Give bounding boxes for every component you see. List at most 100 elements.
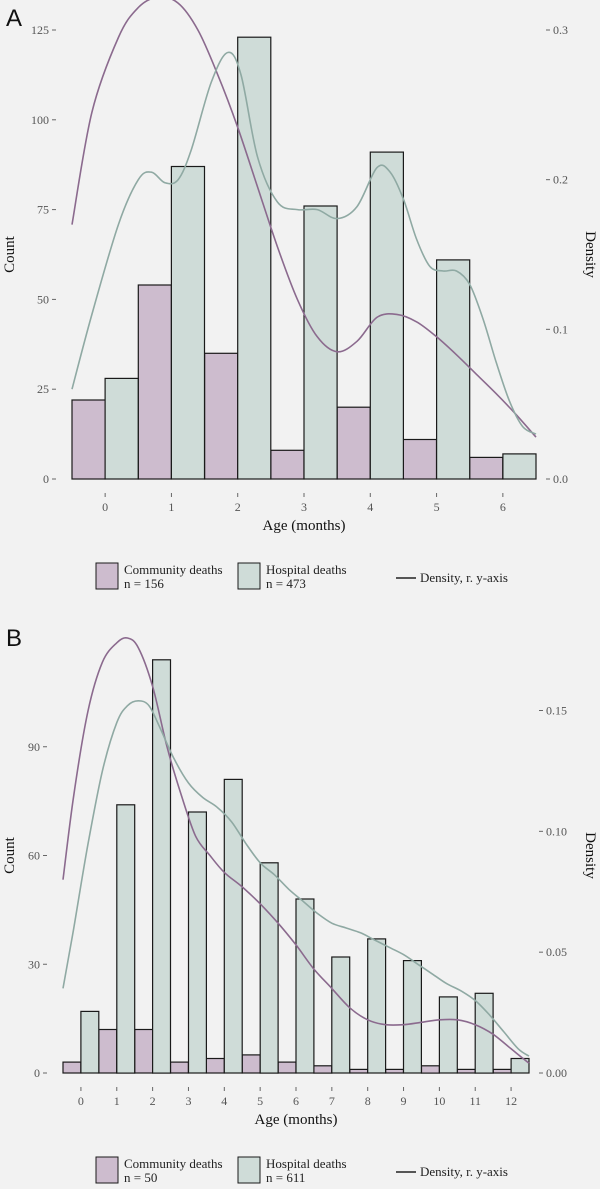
x-axis: 0 1 2 3 4 5 6 (102, 493, 506, 514)
left-tick-label: 60 (28, 849, 40, 863)
left-tick-label: 90 (28, 740, 40, 754)
community-bar-8 (349, 1068, 369, 1074)
right-tick-label: 0.05 (546, 945, 567, 959)
community-bar-5 (241, 1054, 261, 1074)
right-tick-label: 0.00 (546, 1066, 567, 1080)
x-tick-label: 1 (168, 500, 174, 514)
left-tick-label: 50 (37, 292, 49, 306)
x-tick-label: 12 (505, 1094, 517, 1108)
x-tick-label: 8 (365, 1094, 371, 1108)
chart-a-svg: A 0 25 50 75 100 125 0.0 0.1 0.2 0.3 0 1 2 3 4 5 6 Age (m… (2, 0, 598, 591)
x-tick-label: 7 (329, 1094, 335, 1108)
x-tick-label: 11 (469, 1094, 481, 1108)
legend-swatch-community (95, 562, 119, 590)
x-tick-label: 0 (78, 1094, 84, 1108)
right-tick-label: 0.15 (546, 704, 567, 718)
community-bar-1 (98, 1028, 118, 1074)
x-tick-label: 5 (257, 1094, 263, 1108)
left-tick-label: 0 (34, 1066, 40, 1080)
community-bar-6 (277, 1061, 297, 1074)
y-axis-title: Count (2, 235, 18, 273)
hospital-bar-4 (223, 778, 243, 1074)
x-axis-title: Age (months) (255, 1112, 338, 1128)
hospital-bar-6 (502, 453, 537, 480)
community-bar-9 (385, 1068, 405, 1074)
hospital-bar-7 (331, 956, 351, 1074)
hospital-bar-9 (402, 960, 422, 1074)
community-bar-0 (71, 399, 106, 480)
x-axis: 0 1 2 3 4 5 6 7 8 9 10 11 12 (78, 1087, 517, 1108)
left-tick-label: 75 (37, 203, 49, 217)
hospital-bar-10 (438, 996, 458, 1074)
panel-letter-b: B (6, 625, 22, 652)
legend-label-community: Community deaths (124, 1156, 223, 1171)
bars-group (71, 36, 537, 480)
legend-label-hospital: Hospital deaths (266, 1156, 347, 1171)
left-axis: 0 25 50 75 100 125 (31, 23, 56, 486)
right-tick-label: 0.1 (553, 322, 568, 336)
x-tick-label: 3 (185, 1094, 191, 1108)
bars-group (62, 659, 530, 1074)
hospital-bar-8 (367, 938, 387, 1074)
hospital-bar-5 (436, 259, 471, 480)
left-tick-label: 100 (31, 113, 49, 127)
y2-axis-title: Density (582, 832, 598, 879)
hospital-bar-2 (152, 659, 172, 1074)
right-tick-label: 0.0 (553, 472, 568, 486)
legend-n-community: n = 50 (124, 1170, 157, 1184)
legend-n-hospital: n = 473 (266, 576, 306, 591)
left-tick-label: 125 (31, 23, 49, 37)
legend-n-community: n = 156 (124, 576, 164, 591)
community-bar-12 (492, 1068, 512, 1074)
hospital-bar-0 (104, 377, 139, 480)
x-tick-label: 2 (150, 1094, 156, 1108)
chart-panel-b: B 0 30 60 90 0.00 0.05 0.10 0.15 0 1 2 3 4 5 6 7 8 9 10 11 1… (0, 620, 600, 1185)
x-tick-label: 4 (367, 500, 373, 514)
community-bar-7 (313, 1065, 333, 1074)
hospital-bar-3 (187, 811, 207, 1074)
hospital-bar-2 (237, 36, 272, 480)
x-axis-title: Age (months) (263, 518, 346, 534)
hospital-bar-4 (369, 151, 404, 480)
hospital-bar-1 (170, 165, 206, 480)
community-bar-4 (205, 1057, 225, 1074)
left-tick-label: 25 (37, 382, 49, 396)
community-bar-1 (137, 284, 173, 480)
hospital-bar-3 (303, 205, 338, 480)
community-density-line (71, 0, 537, 438)
legend-label-hospital: Hospital deaths (266, 562, 347, 577)
x-tick-label: 10 (433, 1094, 445, 1108)
x-tick-label: 3 (301, 500, 307, 514)
community-bar-6 (469, 456, 504, 480)
right-tick-label: 0.10 (546, 824, 567, 838)
hospital-bar-5 (259, 862, 279, 1074)
community-bar-4 (336, 406, 371, 480)
y2-axis-title: Density (582, 231, 598, 278)
x-tick-label: 6 (500, 500, 506, 514)
left-axis: 0 30 60 90 (28, 740, 47, 1080)
legend-label-community: Community deaths (124, 562, 223, 577)
legend-swatch-hospital (237, 1156, 261, 1184)
community-bar-2 (134, 1028, 154, 1074)
hospital-bar-6 (295, 898, 315, 1074)
left-tick-label: 0 (43, 472, 49, 486)
community-bar-3 (169, 1061, 189, 1074)
community-bar-3 (270, 449, 305, 480)
community-bar-2 (204, 352, 239, 480)
hospital-bar-0 (80, 1010, 100, 1074)
right-tick-label: 0.3 (553, 23, 568, 37)
hospital-density-line (71, 51, 537, 435)
left-tick-label: 30 (28, 957, 40, 971)
hospital-bar-1 (116, 804, 136, 1074)
community-bar-0 (62, 1061, 82, 1074)
community-bar-10 (420, 1065, 440, 1074)
x-tick-label: 6 (293, 1094, 299, 1108)
community-bar-11 (456, 1068, 476, 1074)
chart-panel-a: A 0 25 50 75 100 125 0.0 0.1 0.2 0.3 0 1 2 3 4 5 6 Age (m… (2, 0, 598, 591)
legend-swatch-community (95, 1156, 119, 1184)
right-tick-label: 0.2 (553, 173, 568, 187)
community-density-line (62, 637, 530, 1064)
panel-letter-a: A (6, 5, 22, 32)
